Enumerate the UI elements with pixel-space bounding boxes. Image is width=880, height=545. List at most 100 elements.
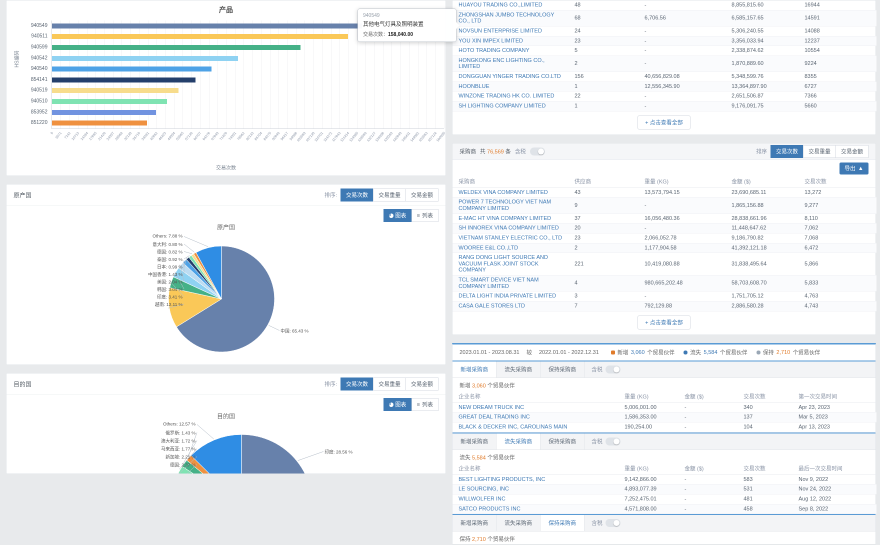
pie-label-中国: 中国: 65.43 %: [281, 328, 309, 335]
company-link[interactable]: BLACK & DECKER INC, CAROLINAS MAIN: [453, 422, 619, 432]
tab-保持采购商[interactable]: 保持采购商: [541, 515, 585, 531]
company-link[interactable]: HOTO TRADING COMPANY: [453, 46, 569, 56]
company-link[interactable]: SH INNOREX VINA COMPANY LIMITED: [453, 223, 569, 233]
tax-toggle[interactable]: [606, 365, 621, 373]
company-link[interactable]: GREAT DEAL TRADING INC: [453, 412, 619, 422]
view-option-chart[interactable]: 图表: [383, 209, 412, 222]
buyers-view-all-button[interactable]: + 点击查看全部: [638, 315, 691, 329]
company-link[interactable]: DELTA LIGHT INDIA PRIVATE LIMITED: [453, 291, 569, 301]
bar-853952[interactable]: [52, 110, 156, 115]
company-link[interactable]: LE SOURCING, INC: [453, 484, 619, 494]
buyers-tax-toggle[interactable]: [530, 147, 545, 155]
x-axis-tick-label: 39281: [141, 132, 150, 142]
y-axis-category-label: 854141: [7, 77, 48, 83]
tab-流失采购商[interactable]: 流失采购商: [497, 361, 541, 377]
company-link[interactable]: CASA GALE STORES LTD: [453, 301, 569, 311]
company-link[interactable]: YOU XIN IMPEX LIMITED: [453, 36, 569, 46]
company-link[interactable]: WINZONE TRADING HK CO. LIMITED: [453, 91, 569, 101]
metric-value: 2,710: [776, 349, 790, 355]
view-option-label: 图表: [395, 212, 406, 220]
column-header: 企业名称: [453, 462, 619, 474]
company-link[interactable]: HONGKONG ENC LIGHTING CO., LIMITED: [453, 56, 569, 72]
cell-value: -: [639, 291, 726, 301]
tab-新增采购商[interactable]: 新增采购商: [453, 361, 497, 377]
cell-value: -: [679, 412, 738, 422]
cell-value: 980,665,202.48: [639, 275, 726, 291]
company-link[interactable]: SATCO PRODUCTS INC: [453, 504, 619, 514]
pie-label-马来西亚: 马来西亚: 1.77 %: [96, 446, 196, 453]
bar-940540[interactable]: [52, 67, 211, 72]
company-link[interactable]: TCL SMART DEVICE VIET NAM COMPANY LIMITE…: [453, 275, 569, 291]
cell-value: 3,356,033.94: [726, 36, 799, 46]
tooltip-hs-code: 940549: [363, 13, 451, 19]
company-link[interactable]: POWER 7 TECHNOLOGY VIET NAM COMPANY LIMI…: [453, 197, 569, 213]
bar-854141[interactable]: [52, 77, 195, 82]
company-link[interactable]: NOVSUN ENTERPRISE LIMITED: [453, 26, 569, 36]
company-link[interactable]: BEST LIGHTING PRODUCTS, INC: [453, 475, 619, 485]
tax-toggle[interactable]: [606, 437, 621, 445]
tab-新增采购商[interactable]: 新增采购商: [453, 515, 497, 531]
sort-option-1[interactable]: 交易重量: [373, 378, 406, 391]
company-link[interactable]: DONGGUAN YINGER TRADING CO.LTD: [453, 72, 569, 82]
tab-流失采购商[interactable]: 流失采购商: [497, 433, 541, 449]
tab-保持采购商[interactable]: 保持采购商: [541, 361, 585, 377]
pie-slice-印度[interactable]: [242, 435, 313, 474]
buyers-total-suffix: 条: [505, 149, 511, 155]
cell-value: 2,338,874.62: [726, 46, 799, 56]
column-header: 重量 (KG): [619, 390, 679, 402]
bar-940519[interactable]: [52, 88, 179, 93]
company-link[interactable]: NEW DREAM TRUCK INC: [453, 403, 619, 413]
company-link[interactable]: WILLWOLFER INC: [453, 494, 619, 504]
view-option-list[interactable]: ≡列表: [411, 209, 438, 222]
bar-940599[interactable]: [52, 45, 301, 50]
cell-value: 2,651,506.87: [726, 91, 799, 101]
company-link[interactable]: VIETNAM STANLEY ELECTRIC CO., LTD: [453, 233, 569, 243]
suppliers-view-all-button[interactable]: + 点击查看全部: [638, 115, 691, 129]
tab-流失采购商[interactable]: 流失采购商: [497, 515, 541, 531]
company-link[interactable]: HUAYOU TRADING CO.,LIMITED: [453, 1, 569, 11]
company-link[interactable]: RANG DONG LIGHT SOURCE AND VACUUM FLASK …: [453, 253, 569, 275]
buyers-sort-group: 排序交易次数交易重量交易金额: [756, 145, 869, 158]
x-axis-tick-label: 67849: [211, 132, 220, 142]
bar-940511[interactable]: [52, 34, 348, 39]
sort-option-0[interactable]: 交易次数: [341, 189, 374, 202]
sort-option-0[interactable]: 交易次数: [341, 378, 374, 391]
company-link[interactable]: SH LIGHTING COMPANY LIMITED: [453, 101, 569, 111]
sort-option-0[interactable]: 交易次数: [771, 145, 804, 158]
sort-option-1[interactable]: 交易重量: [373, 189, 406, 202]
bar-940542[interactable]: [52, 56, 238, 61]
caption-label: 保持: [460, 537, 473, 543]
tab-新增采购商[interactable]: 新增采购商: [453, 433, 497, 449]
sort-option-2[interactable]: 交易金额: [406, 378, 439, 391]
column-header: 重量 (KG): [619, 462, 679, 474]
bar-851220[interactable]: [52, 121, 147, 126]
company-link[interactable]: E-MAC HT VINA COMPANY LIMITED: [453, 214, 569, 224]
cell-value: 8,855,815.60: [726, 1, 799, 11]
bar-940510[interactable]: [52, 99, 167, 104]
sort-option-1[interactable]: 交易重量: [803, 145, 836, 158]
tax-toggle[interactable]: [606, 519, 621, 527]
company-link[interactable]: ZHONGSHAN JUMBO TECHNOLOGY CO., LTD: [453, 10, 569, 26]
company-link[interactable]: HOONBLUE: [453, 82, 569, 92]
bar-940549[interactable]: [52, 23, 362, 28]
view-option-chart[interactable]: 图表: [383, 398, 412, 411]
company-link[interactable]: WELDEX VINA COMPANY LIMITED: [453, 188, 569, 198]
table-header-row: 采购商供应商重量 (KG)金额 ($)交易次数: [453, 175, 877, 187]
sort-option-2[interactable]: 交易金额: [836, 145, 869, 158]
company-link[interactable]: WOOREE E&L CO.,LTD: [453, 243, 569, 253]
cell-value: 24: [569, 26, 639, 36]
pie-label-韩国: 韩国: 3.04 %: [83, 286, 183, 293]
cell-value: Apr 13, 2023: [793, 422, 877, 432]
sort-option-2[interactable]: 交易金额: [406, 189, 439, 202]
tab-保持采购商[interactable]: 保持采购商: [541, 433, 585, 449]
pie-chart-icon: [389, 402, 394, 407]
cell-value: 23: [569, 36, 639, 46]
buyers-title: 采购商: [460, 147, 477, 155]
cell-value: Nov 24, 2022: [793, 484, 877, 494]
export-button[interactable]: 导出 ▲: [840, 162, 869, 174]
view-option-list[interactable]: ≡列表: [411, 398, 438, 411]
